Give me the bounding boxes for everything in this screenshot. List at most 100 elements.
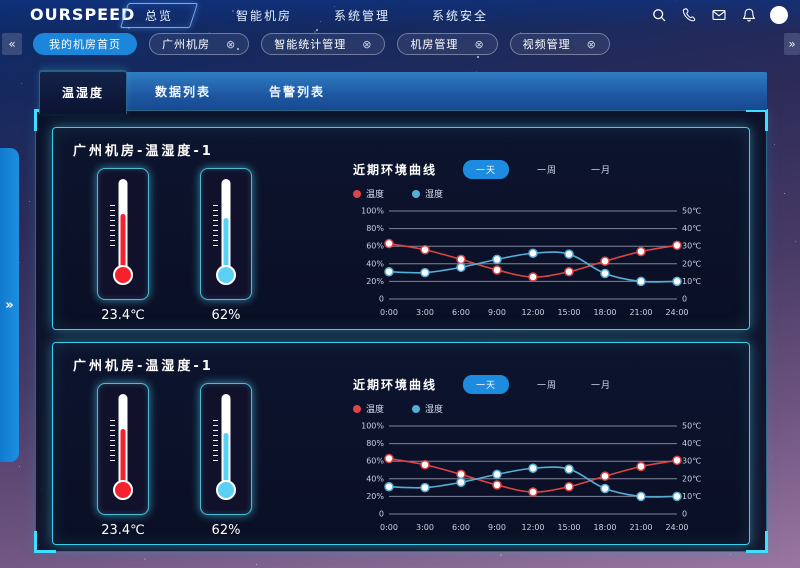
range-button-week[interactable]: 一周 xyxy=(531,160,563,179)
svg-text:21:00: 21:00 xyxy=(629,308,652,317)
thermometer-temperature: 23.4℃ xyxy=(97,168,149,323)
search-icon[interactable] xyxy=(650,7,667,24)
legend-humidity[interactable]: 湿度 xyxy=(412,187,443,200)
nav-item-system-security[interactable]: 系统安全 xyxy=(432,8,489,23)
user-avatar[interactable] xyxy=(770,6,788,24)
chevrons-right-icon: » xyxy=(5,297,14,313)
tab-alarm-list[interactable]: 告警列表 xyxy=(269,84,326,99)
chart-legend: 温度 湿度 xyxy=(353,402,753,415)
svg-text:0: 0 xyxy=(379,510,384,519)
corner-accent xyxy=(746,531,768,553)
legend-temperature[interactable]: 温度 xyxy=(353,187,384,200)
temperature-value: 23.4℃ xyxy=(101,308,145,323)
environment-curve-section: 近期环境曲线 一天 一周 一月 温度 湿度 100% 50℃ 80% 40℃ 60% 30… xyxy=(353,160,753,323)
svg-text:12:00: 12:00 xyxy=(521,523,544,532)
tab-label: 智能统计管理 xyxy=(274,38,347,51)
range-button-day[interactable]: 一天 xyxy=(463,160,510,179)
svg-text:18:00: 18:00 xyxy=(593,523,616,532)
legend-humidity[interactable]: 湿度 xyxy=(412,402,443,415)
phone-icon[interactable] xyxy=(680,7,697,24)
top-nav-bar: OURSPEED 总览 智能机房 系统管理 系统安全 xyxy=(0,0,800,30)
thermometer-bulb xyxy=(113,265,133,285)
tab-guangzhou-room[interactable]: 广州机房 ⊗ xyxy=(149,33,250,55)
tab-video-management[interactable]: 视频管理 ⊗ xyxy=(509,33,610,55)
svg-text:40℃: 40℃ xyxy=(682,439,701,448)
svg-text:30℃: 30℃ xyxy=(682,242,701,251)
svg-text:20℃: 20℃ xyxy=(682,259,701,268)
nav-item-system-management[interactable]: 系统管理 xyxy=(334,8,391,23)
thermometer-humidity: 62% xyxy=(200,168,252,323)
legend-dot-icon xyxy=(353,189,361,198)
svg-text:21:00: 21:00 xyxy=(629,523,652,532)
corner-accent xyxy=(34,531,56,553)
nav-item-overview[interactable]: 总览 xyxy=(119,2,199,28)
mail-icon[interactable] xyxy=(710,7,727,24)
thermometer-gauge xyxy=(200,383,252,515)
svg-text:0:00: 0:00 xyxy=(380,308,398,317)
thermometer-tube xyxy=(221,394,231,486)
main-content: 温湿度 数据列表 告警列表 广州机房-温湿度-1 23.4℃ xyxy=(34,70,768,553)
thermometer-bulb xyxy=(113,480,133,500)
close-icon[interactable]: ⊗ xyxy=(362,37,373,51)
environment-curve-chart: 100% 50℃ 80% 40℃ 60% 30℃ 40% 20℃ 20% 10℃ 0 0 0:00 3:0… xyxy=(361,207,701,318)
tab-room-management[interactable]: 机房管理 ⊗ xyxy=(397,33,498,55)
svg-text:12:00: 12:00 xyxy=(521,308,544,317)
tab-temp-humidity[interactable]: 温湿度 xyxy=(39,70,127,114)
svg-text:6:00: 6:00 xyxy=(452,308,470,317)
svg-text:60%: 60% xyxy=(366,242,384,251)
environment-curve-section: 近期环境曲线 一天 一周 一月 温度 湿度 100% 50℃ 80% 40℃ 60% 30… xyxy=(353,375,753,538)
thermometer-gauge xyxy=(97,383,149,515)
nav-item-smart-room[interactable]: 智能机房 xyxy=(236,8,293,23)
svg-text:80%: 80% xyxy=(366,439,384,448)
svg-text:100%: 100% xyxy=(361,422,384,431)
legend-label: 温度 xyxy=(366,405,385,415)
panel-title: 广州机房-温湿度-1 xyxy=(73,359,214,374)
thermometer-gauge xyxy=(97,168,149,300)
range-button-month[interactable]: 一月 xyxy=(585,160,617,179)
svg-text:0: 0 xyxy=(682,510,687,519)
tab-content-container: 广州机房-温湿度-1 23.4℃ 62% 近期环境曲线 xyxy=(34,109,768,553)
bell-icon[interactable] xyxy=(740,7,757,24)
svg-text:15:00: 15:00 xyxy=(557,523,580,532)
tabs-scroll-left-icon[interactable]: « xyxy=(2,33,22,55)
svg-text:15:00: 15:00 xyxy=(557,308,580,317)
close-icon[interactable]: ⊗ xyxy=(474,37,485,51)
corner-accent xyxy=(746,109,768,131)
chart-header: 近期环境曲线 一天 一周 一月 xyxy=(353,160,753,179)
svg-text:100%: 100% xyxy=(361,207,384,216)
tab-smart-statistics[interactable]: 智能统计管理 ⊗ xyxy=(261,33,386,55)
tab-data-list[interactable]: 数据列表 xyxy=(155,84,212,99)
thermometer-bulb xyxy=(216,265,236,285)
content-tabs-bar: 数据列表 告警列表 xyxy=(127,72,767,110)
range-button-day[interactable]: 一天 xyxy=(463,375,510,394)
chart-title: 近期环境曲线 xyxy=(353,163,438,177)
open-tabs-strip: « 我的机房首页 广州机房 ⊗ 智能统计管理 ⊗ 机房管理 ⊗ 视频管理 ⊗ » xyxy=(0,33,800,57)
legend-temperature[interactable]: 温度 xyxy=(353,402,384,415)
panel-title: 广州机房-温湿度-1 xyxy=(73,144,214,159)
svg-text:0: 0 xyxy=(682,295,687,304)
content-tabs: 温湿度 数据列表 告警列表 xyxy=(35,70,767,114)
environment-curve-chart: 100% 50℃ 80% 40℃ 60% 30℃ 40% 20℃ 20% 10℃ 0 0 0:00 3:0… xyxy=(361,422,701,533)
tabs-scroll-right-icon[interactable]: » xyxy=(784,33,800,55)
tab-my-room-home[interactable]: 我的机房首页 xyxy=(33,33,137,55)
thermometer-scale-ticks xyxy=(110,205,115,247)
close-icon[interactable]: ⊗ xyxy=(586,37,597,51)
svg-text:3:00: 3:00 xyxy=(416,523,434,532)
svg-text:20%: 20% xyxy=(366,492,384,501)
tab-label: 我的机房首页 xyxy=(49,38,121,51)
thermometer-tube xyxy=(118,394,128,486)
svg-text:0: 0 xyxy=(379,295,384,304)
tab-label: 机房管理 xyxy=(410,38,459,51)
tab-label: 广州机房 xyxy=(162,38,210,51)
svg-text:60%: 60% xyxy=(366,457,384,466)
svg-text:20%: 20% xyxy=(366,277,384,286)
sidebar-expander[interactable]: » xyxy=(0,148,19,462)
range-button-week[interactable]: 一周 xyxy=(531,375,563,394)
thermometer-scale-ticks xyxy=(213,205,218,247)
monitor-panel-2: 广州机房-温湿度-1 23.4℃ 62% 近期环境曲线 xyxy=(52,342,750,545)
close-icon[interactable]: ⊗ xyxy=(226,37,237,51)
svg-text:40℃: 40℃ xyxy=(682,224,701,233)
humidity-value: 62% xyxy=(211,308,241,323)
thermometer-humidity: 62% xyxy=(200,383,252,538)
range-button-month[interactable]: 一月 xyxy=(585,375,617,394)
